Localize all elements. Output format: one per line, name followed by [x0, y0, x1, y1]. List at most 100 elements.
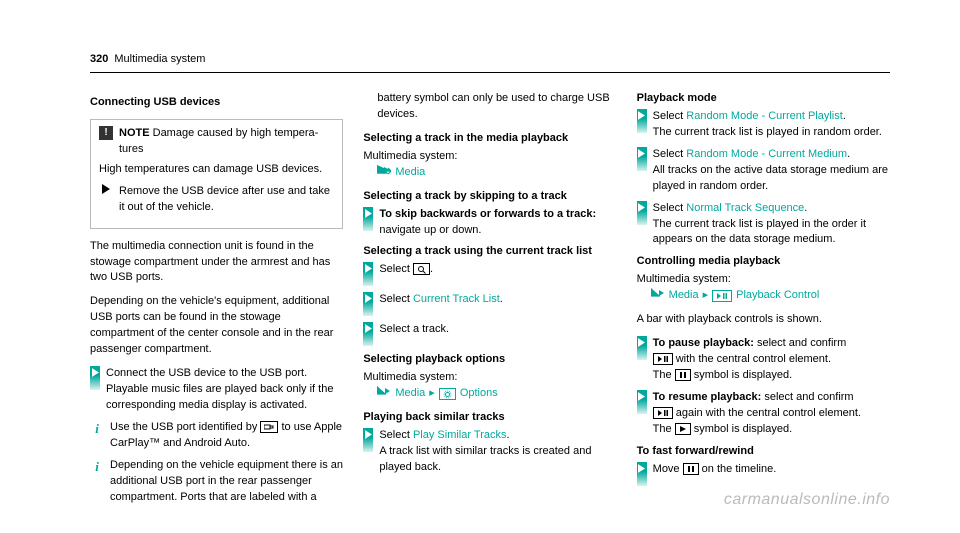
- paragraph: Depending on the vehicle's equipment, ad…: [90, 294, 343, 358]
- paragraph: The multimedia connection unit is found …: [90, 239, 343, 287]
- info-text: Use the USB port identified by to use Ap…: [110, 420, 343, 452]
- text-part: Select: [379, 293, 413, 305]
- column-2: battery symbol can only be used to charg…: [363, 91, 616, 512]
- text-part: Select: [653, 110, 687, 122]
- breadcrumb: Media: [377, 165, 616, 181]
- heading: Playing back similar tracks: [363, 410, 616, 426]
- options-gear-icon: [439, 388, 456, 400]
- paragraph: A bar with playback controls is shown.: [637, 312, 890, 328]
- link-text: Random Mode - Current Playlist: [686, 110, 843, 122]
- text-part: navigate up or down.: [379, 224, 481, 236]
- action-arrow-icon: [637, 390, 647, 414]
- heading: Selecting a track using the current trac…: [363, 244, 616, 260]
- search-icon: [413, 263, 430, 275]
- action-arrow-icon: [363, 322, 373, 346]
- action-arrow-icon: [363, 262, 373, 286]
- text-part: Select: [653, 148, 687, 160]
- note-body: High temperatures can damage USB devices…: [99, 162, 334, 178]
- warning-icon: !: [99, 126, 113, 140]
- text-part: symbol is displayed.: [691, 369, 793, 381]
- pause-icon: [683, 463, 699, 475]
- column-1: Connecting USB devices ! NOTE Damage cau…: [90, 91, 343, 512]
- page-header: 320 Multimedia system: [90, 52, 890, 73]
- bold-label: To resume playback:: [653, 391, 762, 403]
- bullet-text: Select Current Track List.: [379, 292, 616, 308]
- action-arrow-icon: [363, 292, 373, 316]
- page-number: 320: [90, 52, 108, 68]
- text-part: A track list with similar tracks is crea…: [379, 445, 591, 473]
- note-box: ! NOTE Damage caused by high tempera­tur…: [90, 119, 343, 229]
- chevron-icon: ▸: [703, 288, 709, 304]
- breadcrumb-item: Options: [460, 386, 498, 402]
- text-part: with the central control element.: [673, 353, 831, 365]
- ms-label: Multimedia system:: [637, 272, 890, 288]
- text-part: select and confirm: [754, 337, 846, 349]
- column-3: Playback mode Select Random Mode - Curre…: [637, 91, 890, 512]
- ms-label: Multimedia system:: [363, 149, 616, 165]
- breadcrumb: Media ▸ Options: [377, 386, 616, 402]
- note-title: NOTE: [119, 127, 150, 139]
- play-pause-icon: [653, 353, 673, 365]
- text-part: The current track list is played in rand…: [653, 126, 882, 138]
- text-part: Select: [379, 263, 413, 275]
- bullet-text: To skip backwards or forwards to a track…: [379, 207, 616, 239]
- bold-label: To skip backwards or forwards to a track…: [379, 208, 596, 220]
- action-arrow-icon: [637, 201, 647, 225]
- note-action: Remove the USB device after use and take…: [119, 184, 334, 216]
- breadcrumb-arrow-icon: [377, 386, 391, 402]
- action-arrow-icon: [363, 207, 373, 231]
- text-part: .: [507, 429, 510, 441]
- text-part: Move: [653, 463, 683, 475]
- breadcrumb-item: Media: [395, 165, 425, 181]
- play-pause-icon: [653, 407, 673, 419]
- bullet-text: Select .: [379, 262, 616, 278]
- action-arrow-icon: [637, 109, 647, 133]
- link-text: Random Mode - Current Medium: [686, 148, 847, 160]
- breadcrumb-item: Media: [669, 288, 699, 304]
- info-icon: i: [90, 420, 104, 439]
- bullet-text: To pause playback: select and confirm wi…: [653, 336, 890, 384]
- text-part: .: [843, 110, 846, 122]
- heading: Controlling media playback: [637, 254, 890, 270]
- bullet-text: To resume playback: select and confirm a…: [653, 390, 890, 438]
- text-part: .: [847, 148, 850, 160]
- play-icon: [675, 423, 691, 435]
- action-arrow-icon: [637, 147, 647, 171]
- content-columns: Connecting USB devices ! NOTE Damage cau…: [90, 91, 890, 512]
- bullet-text: Select Normal Track Sequence. The curren…: [653, 201, 890, 249]
- text-part: All tracks on the active data storage me…: [653, 164, 888, 192]
- text-part: on the timeline.: [699, 463, 777, 475]
- text-part: .: [500, 293, 503, 305]
- action-arrow-icon: [363, 428, 373, 452]
- breadcrumb-item: Media: [395, 386, 425, 402]
- play-pause-icon: [712, 290, 732, 302]
- info-text: Depending on the vehicle equipment there…: [110, 458, 343, 506]
- heading-connecting-usb: Connecting USB devices: [90, 95, 343, 111]
- pause-icon: [675, 369, 691, 381]
- watermark: carmanualsonline.info: [724, 488, 890, 511]
- text-part: The: [653, 423, 675, 435]
- info-icon: i: [90, 458, 104, 477]
- action-arrow-icon: [99, 184, 113, 194]
- bullet-text: Select Random Mode - Current Playlist. T…: [653, 109, 890, 141]
- action-arrow-icon: [637, 336, 647, 360]
- text-part: .: [430, 263, 433, 275]
- action-arrow-icon: [637, 462, 647, 486]
- bold-label: To pause playback:: [653, 337, 754, 349]
- breadcrumb-item: Playback Control: [736, 288, 819, 304]
- bullet-text: Move on the timeline.: [653, 462, 890, 478]
- bullet-text: Connect the USB device to the USB port. …: [106, 366, 343, 414]
- text-part: select and confirm: [761, 391, 853, 403]
- bullet-text: Select a track.: [379, 322, 616, 338]
- breadcrumb-arrow-icon: [377, 165, 391, 181]
- text-part: Use the USB port identified by: [110, 421, 260, 433]
- heading: Selecting a track in the media playback: [363, 131, 616, 147]
- ms-label: Multimedia system:: [363, 370, 616, 386]
- text-part: The: [653, 369, 675, 381]
- heading: Playback mode: [637, 91, 890, 107]
- text-part: again with the central control element.: [673, 407, 861, 419]
- link-text: Current Track List: [413, 293, 500, 305]
- header-title: Multimedia system: [114, 52, 205, 68]
- heading: Selecting playback options: [363, 352, 616, 368]
- text-part: Select: [653, 202, 687, 214]
